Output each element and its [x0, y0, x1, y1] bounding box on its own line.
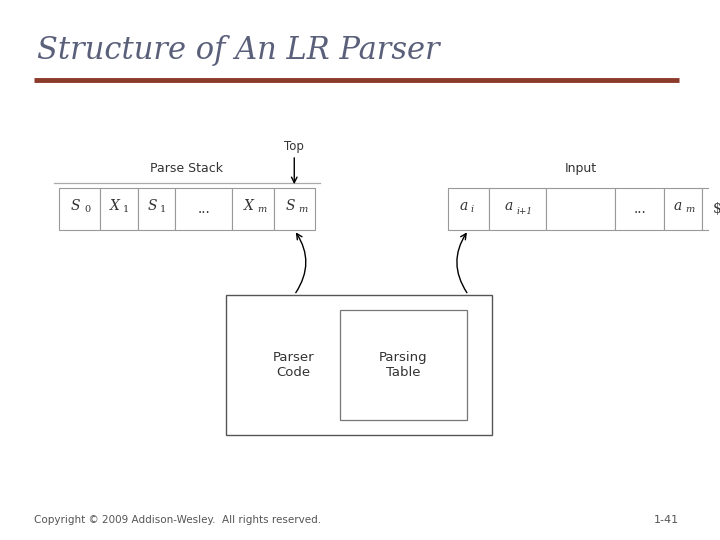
Text: 0: 0: [85, 206, 91, 214]
Text: i+1: i+1: [517, 206, 533, 215]
Bar: [615, 188, 665, 230]
Bar: [702, 188, 720, 230]
Text: $: $: [713, 202, 720, 216]
Text: S: S: [148, 199, 157, 213]
Text: S: S: [71, 199, 81, 213]
Text: Input: Input: [564, 162, 597, 175]
Text: Copyright © 2009 Addison-Wesley.  All rights reserved.: Copyright © 2009 Addison-Wesley. All rig…: [35, 515, 322, 525]
Text: X: X: [244, 199, 254, 213]
Text: m: m: [685, 206, 694, 214]
FancyArrowPatch shape: [457, 234, 467, 293]
Text: 1: 1: [123, 206, 130, 214]
FancyArrowPatch shape: [296, 234, 306, 293]
Bar: [226, 295, 492, 435]
Text: Parse Stack: Parse Stack: [150, 162, 223, 175]
Text: i: i: [470, 206, 474, 214]
Text: Parsing
Table: Parsing Table: [379, 351, 428, 379]
Text: ...: ...: [634, 202, 646, 216]
Bar: [274, 188, 315, 230]
Text: 1-41: 1-41: [654, 515, 679, 525]
Bar: [448, 188, 489, 230]
Bar: [340, 310, 467, 420]
Text: m: m: [298, 206, 307, 214]
Bar: [665, 188, 702, 230]
Text: Top: Top: [284, 140, 304, 153]
Text: ...: ...: [197, 202, 210, 216]
Text: Parser
Code: Parser Code: [272, 351, 314, 379]
Text: X: X: [110, 199, 120, 213]
Text: m: m: [257, 206, 266, 214]
Text: Structure of An LR Parser: Structure of An LR Parser: [37, 35, 440, 66]
Text: a: a: [459, 199, 468, 213]
Text: a: a: [505, 199, 513, 213]
Bar: [233, 188, 274, 230]
Bar: [489, 188, 546, 230]
Bar: [175, 188, 233, 230]
Bar: [546, 188, 615, 230]
Bar: [138, 188, 175, 230]
Text: 1: 1: [159, 206, 166, 214]
Text: S: S: [286, 199, 295, 213]
Bar: [59, 188, 100, 230]
Bar: [100, 188, 138, 230]
Text: a: a: [674, 199, 683, 213]
